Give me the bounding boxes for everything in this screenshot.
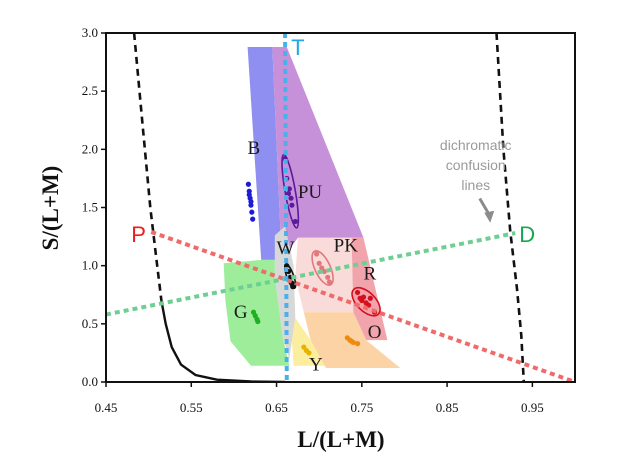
annotation-text: lines	[461, 177, 490, 193]
annotation-text: confusion	[446, 157, 506, 173]
confusion-line-labels: P D T	[131, 35, 535, 247]
data-point-b	[245, 181, 252, 187]
annotation-arrow-shaft	[478, 197, 491, 216]
left-spectral-dashed-curve	[132, 33, 163, 301]
data-point-r	[367, 295, 373, 301]
confusion-line-label-d: D	[519, 222, 535, 247]
data-point-pk	[314, 251, 320, 257]
region-label-r: R	[364, 264, 377, 285]
data-point-g	[255, 318, 261, 325]
data-point-o	[348, 338, 355, 344]
data-point-pk	[325, 274, 331, 280]
data-point-y	[306, 350, 312, 356]
data-point-pu	[286, 186, 292, 192]
x-tick-label: 0.65	[265, 400, 288, 415]
cluster-ellipses	[281, 153, 381, 317]
region-y	[291, 318, 326, 366]
data-point-pu	[289, 202, 295, 208]
region-b	[247, 47, 282, 260]
data-point-pu	[292, 218, 298, 225]
y-tick-label: 3.0	[82, 25, 98, 40]
data-point-r	[354, 289, 361, 296]
region-label-pu: PU	[298, 182, 323, 203]
data-point-b	[248, 199, 254, 205]
data-point-pu	[285, 190, 292, 197]
y-axis-title: S/(L+M)	[38, 166, 63, 251]
region-label-b: B	[248, 138, 261, 159]
data-point-b	[246, 192, 252, 198]
data-point-b	[250, 216, 256, 222]
data-point-b	[249, 209, 255, 215]
x-tick-label: 0.85	[436, 400, 459, 415]
data-point-o	[354, 341, 361, 347]
x-tick-label: 0.75	[350, 400, 373, 415]
annotation-arrow-head-icon	[484, 210, 495, 223]
cluster-ellipse-pk	[311, 250, 334, 286]
annotation-text: dichromatic	[440, 137, 512, 153]
confusion-line-label-p: P	[131, 222, 146, 247]
y-tick-label: 2.5	[82, 83, 98, 98]
annotation: dichromatic confusion lines	[440, 137, 512, 223]
region-label-g: G	[234, 302, 248, 323]
region-label-o: O	[368, 322, 382, 343]
y-tick-label: 0.5	[82, 316, 98, 331]
data-point-pk	[326, 279, 333, 285]
data-point-pk	[316, 260, 322, 266]
axis-ticks: 0.45 0.55 0.65 0.75 0.85 0.95 0.0 0.5 1.0 1.5 2.0 2…	[82, 25, 544, 415]
x-tick-label: 0.95	[521, 400, 544, 415]
confusion-line-p	[150, 230, 576, 384]
y-tick-label: 1.5	[82, 200, 98, 215]
x-axis-title: L/(L+M)	[297, 427, 384, 452]
y-tick-label: 0.0	[82, 374, 98, 389]
confusion-line-label-t: T	[291, 35, 304, 60]
confusion-line-d	[105, 231, 516, 317]
region-label-pk: PK	[334, 236, 359, 257]
region-w	[274, 226, 296, 359]
region-labels: B PU W PKR G Y O	[234, 138, 382, 375]
data-point-w	[284, 263, 290, 269]
region-pk	[295, 237, 354, 313]
data-point-w	[290, 284, 296, 290]
x-tick-label: 0.45	[95, 400, 118, 415]
confusion-line-t	[283, 32, 289, 383]
region-label-y: Y	[309, 354, 323, 375]
x-tick-label: 0.55	[180, 400, 203, 415]
regions-layer	[223, 47, 401, 368]
y-tick-label: 1.0	[82, 258, 98, 273]
region-label-w: W	[277, 238, 295, 259]
region-pu	[272, 47, 364, 260]
confusion-lines-layer	[105, 32, 576, 384]
right-spectral-dashed-curve	[495, 33, 526, 382]
cluster-ellipse-r	[351, 286, 381, 317]
data-point-pu	[288, 195, 294, 201]
data-point-r	[360, 294, 367, 300]
y-tick-label: 2.0	[82, 141, 98, 156]
